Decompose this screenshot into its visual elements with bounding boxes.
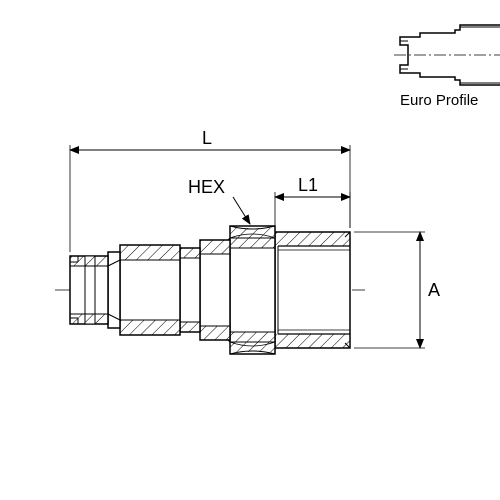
technical-drawing [0,0,500,500]
dimension-L1 [275,192,350,228]
label-A: A [428,280,440,301]
euro-profile-inset [394,25,500,85]
label-L1: L1 [298,175,318,196]
label-euro-profile: Euro Profile [400,92,478,109]
label-L: L [202,128,212,149]
hex-leader [233,197,250,224]
main-fitting [55,226,365,354]
label-HEX: HEX [188,177,225,198]
